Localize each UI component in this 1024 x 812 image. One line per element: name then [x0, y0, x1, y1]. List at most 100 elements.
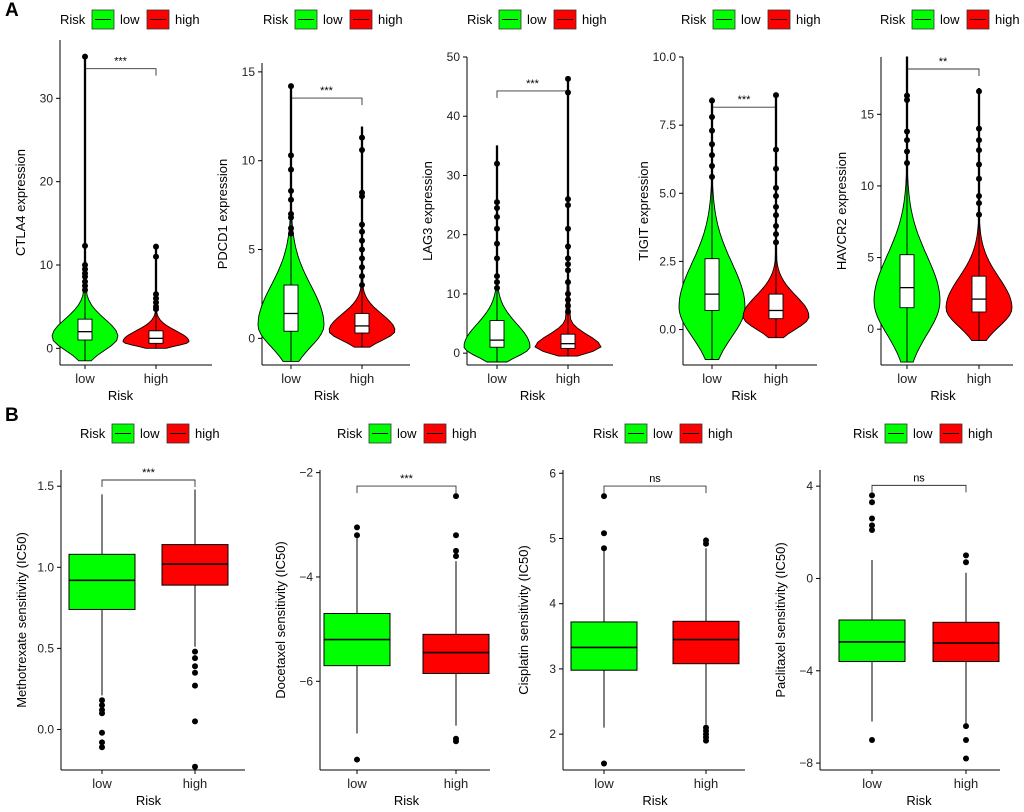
x-tick-label: low [487, 371, 507, 386]
y-tick-label: 4 [549, 597, 556, 611]
outlier-point [359, 228, 365, 235]
outlier-point [565, 296, 571, 303]
outlier-point [354, 532, 360, 539]
significance-label: ** [939, 56, 948, 68]
y-tick-label: 10 [447, 287, 461, 301]
y-tick-label: 10 [861, 179, 875, 193]
outlier-point [359, 134, 365, 141]
box-low [838, 619, 906, 663]
significance-label: *** [400, 473, 414, 485]
outlier-point [709, 141, 715, 148]
x-tick-label: high [556, 371, 581, 386]
outlier-point [494, 273, 500, 280]
series-high-4 [945, 88, 1013, 342]
bracket-line [871, 484, 967, 493]
outlier-point [288, 196, 294, 203]
bracket-line [356, 485, 457, 494]
outlier-point [359, 147, 365, 154]
outlier-point [359, 255, 365, 262]
outlier-point [99, 702, 105, 709]
axes-3: 0.0 2.5 5.0 7.5 10.0 low high Risk TIGIT express… [636, 50, 817, 403]
significance-label: *** [114, 56, 128, 68]
y-tick-label: 5.0 [659, 186, 676, 200]
outlier-point [153, 253, 159, 260]
legend-label-low: low [940, 12, 960, 27]
outlier-point [869, 522, 875, 529]
panel-label-a: A [5, 0, 19, 21]
legend-title: Risk [337, 426, 363, 441]
series-low-6 [323, 524, 391, 763]
y-tick-label: 0 [46, 341, 53, 355]
significance-bracket-7: ns [603, 473, 707, 494]
legend-label-low: low [913, 426, 933, 441]
outlier-point [773, 222, 779, 229]
outlier-point [153, 299, 159, 306]
y-tick-label: 50 [447, 50, 461, 64]
outlier-point [869, 492, 875, 499]
series-high-0 [122, 243, 190, 349]
legend-title: Risk [853, 426, 879, 441]
outlier-point [359, 282, 365, 289]
legend-label-high: high [968, 426, 993, 441]
outlier-point [494, 279, 500, 286]
outlier-point [976, 161, 982, 168]
x-tick-label: high [764, 371, 789, 386]
box-low [68, 553, 136, 610]
x-axis-title: Risk [930, 388, 956, 403]
outlier-point [288, 214, 294, 221]
outlier-point [709, 97, 715, 104]
outlier-point [192, 648, 198, 655]
x-tick-label: low [594, 776, 614, 791]
outlier-point [703, 737, 709, 744]
legend-title: Risk [681, 12, 707, 27]
outlier-point [565, 225, 571, 232]
box-high [768, 293, 784, 320]
outlier-point [494, 285, 500, 291]
significance-bracket-6: *** [356, 473, 457, 494]
box-low [704, 258, 720, 311]
x-axis-title: Risk [731, 388, 757, 403]
outlier-point [288, 152, 294, 159]
outlier-point [565, 279, 571, 286]
legend-title: Risk [467, 12, 493, 27]
outlier-point [192, 655, 198, 662]
outlier-point [99, 744, 105, 751]
panel-label-b: B [5, 405, 19, 426]
outlier-point [773, 231, 779, 238]
legend-title: Risk [60, 12, 86, 27]
x-tick-label: high [183, 776, 208, 791]
outlier-point [976, 192, 982, 199]
outlier-point [773, 203, 779, 210]
significance-bracket-5: *** [101, 467, 196, 487]
y-tick-label: 15 [861, 107, 875, 121]
legend-label-low: low [741, 12, 761, 27]
outlier-point [709, 173, 715, 180]
legend-5: Risk low high [80, 423, 220, 444]
legend-4: Risk low high [880, 9, 1020, 30]
outlier-point [453, 493, 459, 500]
y-axis-title: Cisplatin sensitivity (IC50) [516, 545, 531, 695]
axes-8: −8 −4 0 4 low high Risk Paclitaxel sensitivity … [773, 470, 1000, 808]
bracket-line [101, 479, 196, 487]
significance-bracket-1: *** [290, 85, 363, 106]
legend-label-high: high [796, 12, 821, 27]
box-high [354, 313, 370, 334]
legend-7: Risk low high [593, 423, 733, 444]
outlier-point [494, 225, 500, 232]
outlier-point [82, 287, 88, 293]
outlier-point [359, 193, 365, 200]
y-axis-title: Methotrexate sensitivity (IC50) [14, 532, 29, 708]
y-tick-label: 30 [40, 91, 54, 105]
y-tick-label: 0.5 [37, 641, 54, 655]
box-high [422, 633, 490, 674]
y-tick-label: −4 [799, 664, 813, 678]
significance-label: *** [526, 78, 540, 90]
y-tick-label: 10 [40, 258, 54, 272]
x-tick-label: low [702, 371, 722, 386]
box-high [672, 620, 740, 665]
outlier-point [869, 737, 875, 743]
significance-bracket-0: *** [84, 56, 157, 76]
x-tick-label: low [75, 371, 95, 386]
outlier-point [976, 147, 982, 154]
legend-title: Risk [593, 426, 619, 441]
